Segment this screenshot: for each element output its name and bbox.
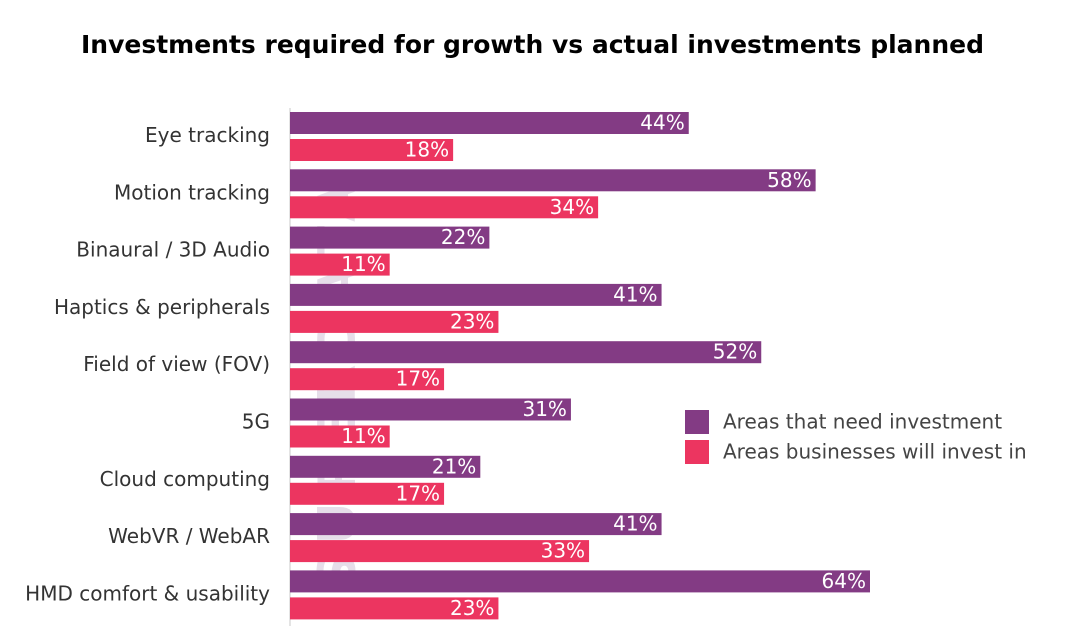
bar-need-investment — [290, 570, 870, 593]
category-label: Motion tracking — [114, 180, 270, 204]
bar-will-invest — [290, 139, 454, 161]
data-label: 23% — [450, 596, 494, 620]
legend-label: Areas that need investment — [723, 410, 1002, 434]
bar-will-invest — [290, 482, 445, 505]
bar-will-invest — [290, 310, 499, 333]
bar-need-investment — [290, 398, 571, 421]
bar-will-invest — [290, 425, 390, 448]
data-label: 52% — [713, 340, 757, 364]
bar-will-invest — [290, 253, 390, 276]
data-label: 34% — [550, 195, 594, 219]
category-label: Eye tracking — [145, 123, 270, 147]
category-label: Field of view (FOV) — [83, 352, 270, 376]
category-label: HMD comfort & usability — [25, 581, 270, 605]
data-label: 33% — [541, 539, 585, 563]
bar-need-investment — [290, 513, 662, 536]
legend-swatch — [685, 440, 709, 464]
bar-will-invest — [290, 540, 590, 563]
data-label: 11% — [341, 252, 385, 276]
data-label: 21% — [432, 454, 476, 478]
bar-need-investment — [290, 283, 662, 306]
category-label: 5G — [242, 410, 270, 434]
bar-need-investment — [290, 455, 481, 478]
data-label: 31% — [522, 397, 566, 421]
data-label: 17% — [396, 481, 440, 505]
category-label: Binaural / 3D Audio — [76, 238, 270, 262]
bar-will-invest — [290, 196, 599, 219]
legend-swatch — [685, 410, 709, 434]
data-label: 18% — [405, 138, 449, 162]
bar-need-investment — [290, 169, 816, 192]
category-label: WebVR / WebAR — [108, 524, 270, 548]
chart-title: Investments required for growth vs actua… — [80, 30, 984, 59]
bar-will-invest — [290, 368, 445, 391]
data-label: 44% — [640, 111, 684, 135]
data-label: 11% — [341, 424, 385, 448]
legend-label: Areas businesses will invest in — [723, 440, 1027, 464]
data-label: 17% — [396, 367, 440, 391]
data-label: 58% — [767, 168, 811, 192]
data-label: 22% — [441, 225, 485, 249]
data-label: 64% — [822, 569, 866, 593]
bar-need-investment — [290, 226, 490, 249]
data-label: 41% — [613, 282, 657, 306]
category-label: Cloud computing — [100, 467, 270, 491]
bar-need-investment — [290, 341, 762, 364]
data-label: 41% — [613, 512, 657, 536]
category-label: Haptics & peripherals — [54, 295, 270, 319]
bar-need-investment — [290, 112, 689, 134]
data-label: 23% — [450, 309, 494, 333]
bar-will-invest — [290, 597, 499, 620]
